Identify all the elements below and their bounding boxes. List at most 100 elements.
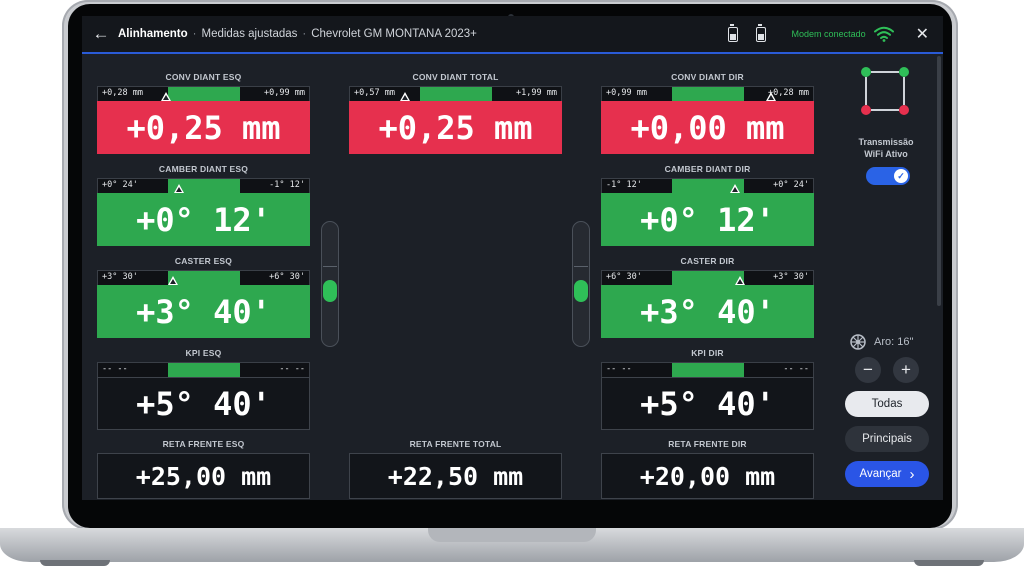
conv-total-value: +0,25 mm: [349, 101, 562, 154]
conv-right-max: +0,28 mm: [768, 88, 809, 98]
kpi-right-min: -- --: [606, 364, 632, 374]
wifi-transmission-toggle[interactable]: ✓: [866, 167, 910, 185]
caster-left-min: +3° 30': [102, 272, 138, 282]
camber-right-range: -1° 12' +0° 24': [601, 178, 814, 193]
camber-right-marker: [730, 184, 740, 193]
conv-left-max: +0,99 mm: [264, 88, 305, 98]
app-screen: ← Alinhamento · Medidas ajustadas · Chevrole…: [82, 16, 943, 500]
conv-left-value: +0,25 mm: [97, 101, 310, 154]
camber-right-card: -1° 12' +0° 24' +0° 12': [601, 178, 814, 246]
conv-right-value: +0,00 mm: [601, 101, 814, 154]
conv-right-card: +0,99 mm +0,28 mm +0,00 mm: [601, 86, 814, 154]
kpi-right-label: KPI DIR: [691, 348, 724, 358]
transmission-label-line2: WiFi Ativo: [864, 149, 908, 159]
caster-right-min: +6° 30': [606, 272, 642, 282]
reta-left-value: +25,00 mm: [97, 453, 310, 499]
caster-right-value: +3° 40': [601, 285, 814, 338]
camber-left-card: +0° 24' -1° 12' +0° 12': [97, 178, 310, 246]
conv-total-max: +1,99 mm: [516, 88, 557, 98]
left-vertical-slider[interactable]: [321, 221, 339, 347]
battery-icon: [755, 23, 766, 42]
conv-left-marker: [161, 92, 171, 101]
camber-right-value: +0° 12': [601, 193, 814, 246]
camber-right-max: +0° 24': [773, 180, 809, 190]
conv-left-card: +0,28 mm +0,99 mm +0,25 mm: [97, 86, 310, 154]
laptop-foot-right: [914, 560, 984, 566]
caster-left-range: +3° 30' +6° 30': [97, 270, 310, 285]
wifi-icon: [873, 26, 894, 42]
kpi-left-value: +5° 40': [97, 377, 310, 430]
conv-total-range: +0,57 mm +1,99 mm: [349, 86, 562, 101]
top-bar: ← Alinhamento · Medidas ajustadas · Chevrole…: [82, 16, 943, 54]
kpi-left-range: -- -- -- --: [97, 362, 310, 377]
caster-right-marker: [735, 276, 745, 285]
laptop-notch: [428, 528, 596, 542]
conv-total-card: +0,57 mm +1,99 mm +0,25 mm: [349, 86, 562, 154]
conv-right-min: +0,99 mm: [606, 88, 647, 98]
camber-left-value: +0° 12': [97, 193, 310, 246]
conv-left-min: +0,28 mm: [102, 88, 143, 98]
reta-left-label: RETA FRENTE ESQ: [162, 439, 245, 449]
left-slider-knob[interactable]: [323, 280, 337, 302]
decrease-rim-button[interactable]: −: [855, 357, 881, 383]
conv-left-label: CONV DIANT ESQ: [165, 72, 242, 82]
caster-right-label: CASTER DIR: [680, 256, 735, 266]
filter-all-button[interactable]: Todas: [845, 391, 929, 417]
caster-left-value: +3° 40': [97, 285, 310, 338]
transmission-label-line1: Transmissão: [858, 137, 914, 147]
reta-right-value: +20,00 mm: [601, 453, 814, 499]
breadcrumb: Alinhamento · Medidas ajustadas · Chevrolet …: [118, 28, 477, 40]
filter-main-button[interactable]: Principais: [845, 426, 929, 452]
kpi-left-card: -- -- -- -- +5° 40': [97, 362, 310, 430]
sensor-layout-icon: [861, 67, 909, 115]
conv-left-range: +0,28 mm +0,99 mm: [97, 86, 310, 101]
conv-total-min: +0,57 mm: [354, 88, 395, 98]
advance-button-label: Avançar: [859, 468, 902, 480]
kpi-right-value: +5° 40': [601, 377, 814, 430]
caster-left-max: +6° 30': [269, 272, 305, 282]
kpi-right-card: -- -- -- -- +5° 40': [601, 362, 814, 430]
wheel-icon: [850, 334, 866, 350]
camber-left-marker: [174, 184, 184, 193]
rim-size: Aro: 16": [850, 334, 913, 350]
camber-right-min: -1° 12': [606, 180, 642, 190]
page-title: Alinhamento: [118, 28, 188, 40]
reta-total-value: +22,50 mm: [349, 453, 562, 499]
close-icon[interactable]: ✕: [915, 26, 929, 43]
laptop-foot-left: [40, 560, 110, 566]
caster-right-card: +6° 30' +3° 30' +3° 40': [601, 270, 814, 338]
conv-right-range: +0,99 mm +0,28 mm: [601, 86, 814, 101]
increase-rim-button[interactable]: +: [893, 357, 919, 383]
kpi-right-range: -- -- -- --: [601, 362, 814, 377]
battery-icon: [727, 23, 738, 42]
scrollbar[interactable]: [937, 56, 941, 306]
transmission-label: Transmissão WiFi Ativo: [848, 136, 924, 160]
reta-total-label: RETA FRENTE TOTAL: [409, 439, 502, 449]
modem-status: Modem conectado: [791, 29, 866, 39]
camber-left-range: +0° 24' -1° 12': [97, 178, 310, 193]
advance-button[interactable]: Avançar ›: [845, 461, 929, 487]
right-slider-knob[interactable]: [574, 280, 588, 302]
camber-left-min: +0° 24': [102, 180, 138, 190]
reta-right-label: RETA FRENTE DIR: [668, 439, 747, 449]
breadcrumb-measures: Medidas ajustadas: [201, 28, 298, 40]
conv-right-label: CONV DIANT DIR: [671, 72, 744, 82]
caster-left-card: +3° 30' +6° 30' +3° 40': [97, 270, 310, 338]
kpi-right-max: -- --: [783, 364, 809, 374]
kpi-left-min: -- --: [102, 364, 128, 374]
caster-right-range: +6° 30' +3° 30': [601, 270, 814, 285]
camber-left-label: CAMBER DIANT ESQ: [158, 164, 249, 174]
conv-right-marker: [766, 92, 776, 101]
caster-left-marker: [168, 276, 178, 285]
caster-right-max: +3° 30': [773, 272, 809, 282]
kpi-left-label: KPI ESQ: [185, 348, 222, 358]
right-vertical-slider[interactable]: [572, 221, 590, 347]
check-icon: ✓: [894, 169, 908, 183]
back-icon[interactable]: ←: [92, 24, 110, 43]
caster-left-label: CASTER ESQ: [174, 256, 233, 266]
conv-total-label: CONV DIANT TOTAL: [412, 72, 499, 82]
breadcrumb-vehicle: Chevrolet GM MONTANA 2023+: [311, 28, 477, 40]
rim-size-label: Aro: 16": [874, 336, 914, 348]
chevron-right-icon: ›: [909, 465, 915, 483]
conv-total-marker: [400, 92, 410, 101]
